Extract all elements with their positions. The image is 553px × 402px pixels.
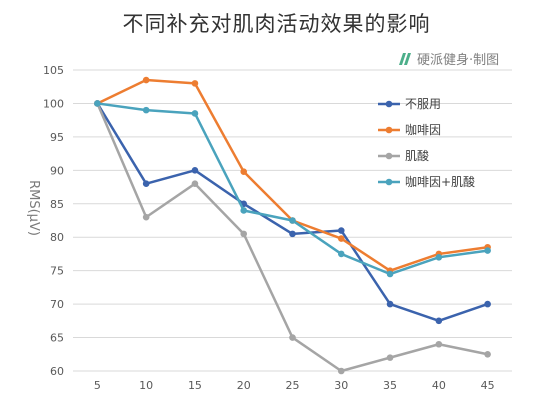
legend-label: 不服用 <box>405 97 441 111</box>
data-point <box>142 106 150 114</box>
legend-label: 咖啡因 <box>405 122 441 137</box>
y-axis-label: RMS(μV) <box>26 180 41 236</box>
data-point <box>191 110 199 117</box>
data-point <box>386 354 394 361</box>
y-tick-label: 100 <box>43 97 64 110</box>
x-tick-label: 15 <box>188 379 202 392</box>
y-tick-label: 75 <box>50 265 64 278</box>
series-1 <box>94 100 491 325</box>
series-lines <box>94 76 491 375</box>
brand-text: 硬派健身·制图 <box>417 53 500 68</box>
data-point <box>289 217 296 224</box>
data-point <box>386 300 394 308</box>
legend-item: 肌酸 <box>378 148 429 163</box>
legend-item: 不服用 <box>378 97 441 111</box>
y-tick-label: 80 <box>50 231 64 244</box>
y-tick-label: 105 <box>43 64 64 77</box>
data-point <box>386 270 394 278</box>
y-tick-label: 90 <box>50 164 64 177</box>
chart-title: 不同补充对肌肉活动效果的影响 <box>122 12 431 36</box>
legend-swatch-marker <box>385 100 393 108</box>
legend-item: 咖啡因 <box>378 122 441 137</box>
data-point <box>435 317 443 325</box>
data-point <box>94 100 101 107</box>
data-point <box>191 180 199 188</box>
y-tick-label: 60 <box>50 365 64 378</box>
legend-label: 肌酸 <box>405 148 429 163</box>
x-tick-label: 40 <box>432 379 446 392</box>
gridlines <box>73 69 512 372</box>
x-tick-label: 45 <box>481 379 495 392</box>
y-tick-label: 85 <box>50 198 64 211</box>
data-point <box>435 253 443 261</box>
y-tick-label: 70 <box>50 298 64 311</box>
legend-item: 咖啡因+肌酸 <box>378 174 475 189</box>
x-tick-label: 25 <box>286 379 300 392</box>
data-point <box>142 180 150 188</box>
data-point <box>337 235 345 242</box>
brand-logo-icon <box>399 52 411 65</box>
x-tick-label: 5 <box>94 379 101 392</box>
y-tick-label: 65 <box>50 332 64 345</box>
y-tick-label: 95 <box>50 131 64 144</box>
data-point <box>142 76 150 84</box>
legend-label: 咖啡因+肌酸 <box>405 174 475 189</box>
data-point <box>240 207 248 214</box>
series-4 <box>94 100 491 278</box>
data-point <box>337 227 345 234</box>
data-point <box>289 334 296 341</box>
data-point <box>240 168 248 175</box>
data-point <box>484 350 491 358</box>
legend-swatch-marker <box>385 152 393 160</box>
data-point <box>484 247 491 254</box>
legend-swatch-marker <box>385 126 393 134</box>
axes: 60 65 70 75 80 85 90 95 100 105 5 10 15 20 25 30 35 40 45 <box>43 64 495 392</box>
data-point <box>435 340 443 348</box>
data-point <box>484 300 491 308</box>
data-point <box>337 367 345 375</box>
x-tick-label: 35 <box>383 379 397 392</box>
data-point <box>289 230 296 238</box>
x-tick-label: 10 <box>139 379 153 392</box>
legend-swatch-marker <box>385 178 393 186</box>
data-point <box>240 230 248 238</box>
data-point <box>142 213 150 221</box>
data-point <box>191 80 199 87</box>
brand-watermark: 硬派健身·制图 <box>398 49 499 68</box>
x-tick-label: 30 <box>334 379 348 392</box>
data-point <box>337 250 345 258</box>
data-point <box>191 167 199 174</box>
x-tick-label: 20 <box>237 379 251 392</box>
